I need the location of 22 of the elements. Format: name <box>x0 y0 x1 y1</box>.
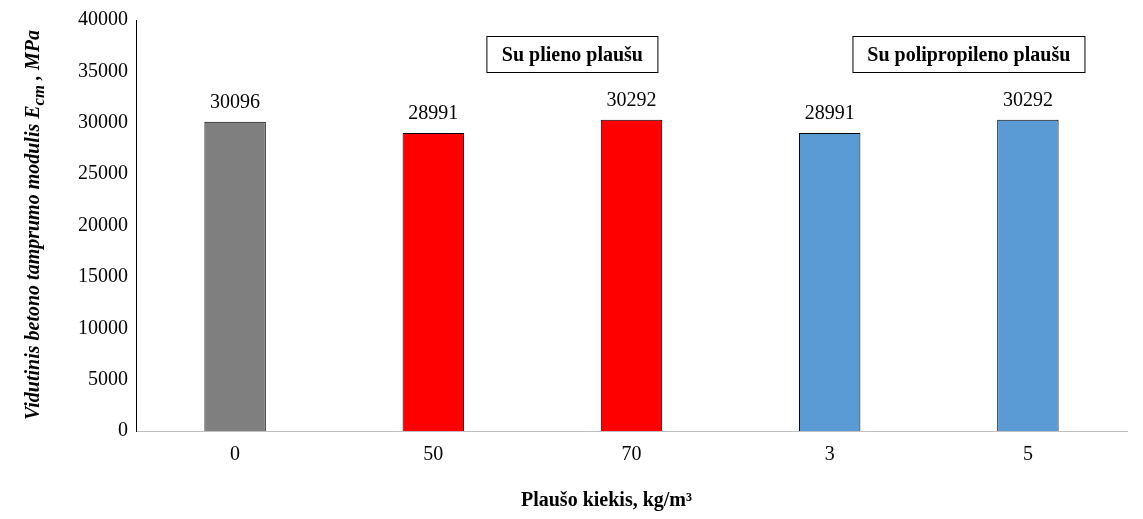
x-tick-label: 70 <box>621 442 642 465</box>
y-tick-label: 10000 <box>78 315 128 338</box>
y-tick-label: 5000 <box>88 366 128 389</box>
data-label: 28991 <box>804 101 855 124</box>
y-tick-label: 0 <box>118 418 128 441</box>
y-tick-label: 35000 <box>78 58 128 81</box>
annotation: Su polipropileno plaušu <box>852 36 1086 73</box>
y-tick-label: 40000 <box>78 7 128 30</box>
annotation: Su plieno plaušu <box>486 36 658 73</box>
x-tick-label: 0 <box>230 442 241 465</box>
y-tick-label: 25000 <box>78 161 128 184</box>
data-label: 30096 <box>210 89 261 112</box>
x-axis-title: Plaušo kiekis, kg/m³ <box>519 488 693 511</box>
x-tick-label: 5 <box>1022 442 1033 465</box>
y-tick-label: 30000 <box>78 110 128 132</box>
data-label: 30292 <box>1002 87 1053 110</box>
x-tick-label: 3 <box>824 442 835 465</box>
data-label: 30292 <box>606 87 657 110</box>
y-tick-label: 20000 <box>78 212 128 235</box>
y-tick-label: 15000 <box>78 264 128 287</box>
x-tick-label: 50 <box>423 442 444 465</box>
data-label: 28991 <box>408 101 459 124</box>
